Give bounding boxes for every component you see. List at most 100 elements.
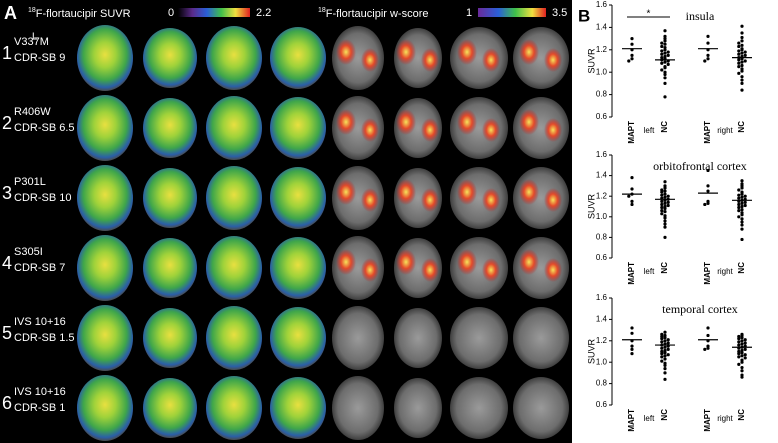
brain-slice (513, 307, 569, 369)
data-point (663, 57, 667, 61)
data-point (660, 212, 664, 216)
tau-blob (457, 179, 477, 205)
data-point (706, 41, 710, 45)
data-point (737, 61, 741, 65)
data-point (743, 353, 747, 357)
data-point (660, 202, 664, 207)
data-point (663, 210, 667, 214)
data-point (740, 335, 744, 340)
x-tick-label: MAPT (627, 262, 636, 285)
y-tick-label: 1.2 (596, 45, 608, 54)
data-point (660, 193, 664, 197)
data-point (663, 66, 667, 70)
data-point (737, 49, 741, 53)
brain-slice (513, 377, 569, 439)
data-point (666, 200, 670, 204)
brain-slice (77, 25, 133, 91)
brain-slice (394, 378, 442, 438)
data-point (663, 222, 667, 226)
data-point (737, 355, 741, 359)
y-tick-label: 0.6 (596, 253, 608, 262)
data-point (663, 206, 667, 211)
data-point (740, 67, 744, 71)
data-point (703, 59, 707, 63)
tau-blob (396, 249, 416, 275)
data-point (660, 52, 664, 56)
brain-slice (450, 377, 508, 439)
tau-blob (421, 258, 439, 282)
data-point (660, 355, 664, 359)
data-point (660, 352, 664, 356)
x-tick-label: MAPT (627, 121, 636, 144)
brain-slice (270, 377, 326, 439)
data-point (663, 195, 667, 199)
brain-slice (270, 307, 326, 369)
data-point (663, 95, 667, 99)
data-point (630, 57, 634, 61)
data-point (740, 342, 744, 346)
y-axis-label: SUVR (586, 194, 596, 220)
colorbar-max: 3.5 (552, 7, 567, 19)
tau-blob (544, 258, 562, 282)
y-tick-label: 1.2 (596, 336, 608, 345)
data-point (743, 59, 747, 63)
data-point (740, 354, 744, 358)
tau-blob (396, 109, 416, 135)
side-label: right (717, 267, 733, 276)
tau-blob (396, 39, 416, 65)
data-point (737, 362, 741, 366)
data-point (663, 76, 667, 80)
data-point (660, 343, 664, 347)
data-point (630, 331, 634, 335)
brain-slice (206, 96, 262, 160)
panel-b-background (572, 0, 778, 443)
mutation: P301L (14, 176, 46, 188)
brain-slice (206, 376, 262, 440)
mutation: S305I (14, 246, 43, 258)
data-point (663, 72, 667, 77)
row-number: 1 (2, 43, 12, 63)
data-point (737, 352, 741, 356)
y-tick-label: 0.8 (596, 379, 608, 388)
side-label: left (644, 267, 655, 276)
data-point (706, 326, 710, 330)
data-point (660, 205, 664, 210)
mutation: IVS 10+16 (14, 386, 66, 398)
data-point (737, 193, 741, 197)
tau-blob (519, 109, 539, 135)
data-point (660, 41, 664, 45)
tau-blob (544, 48, 562, 72)
data-point (740, 31, 744, 35)
data-point (743, 203, 747, 208)
data-point (740, 35, 744, 40)
data-point (737, 346, 741, 350)
data-point (706, 168, 710, 173)
data-point (660, 44, 664, 49)
y-axis-label: SUVR (586, 339, 596, 365)
data-point (660, 49, 664, 53)
tau-blob (421, 48, 439, 72)
data-point (737, 340, 741, 344)
data-point (740, 220, 744, 224)
data-point (740, 204, 744, 209)
brain-slice (270, 97, 326, 159)
data-point (740, 365, 744, 370)
data-point (630, 192, 634, 196)
data-point (737, 65, 741, 69)
brain-slice (77, 165, 133, 231)
data-point (663, 51, 667, 55)
data-point (630, 176, 634, 180)
data-point (740, 39, 744, 43)
data-point (660, 359, 664, 363)
data-point (666, 59, 670, 63)
tau-blob (396, 179, 416, 205)
data-point (660, 209, 664, 213)
mutation: IVS 10+16 (14, 316, 66, 328)
brain-slice (143, 168, 197, 228)
data-point (630, 37, 634, 41)
chart-title: temporal cortex (662, 302, 738, 316)
data-point (737, 58, 741, 62)
data-point (706, 339, 710, 343)
data-point (660, 199, 664, 203)
data-point (740, 179, 744, 183)
